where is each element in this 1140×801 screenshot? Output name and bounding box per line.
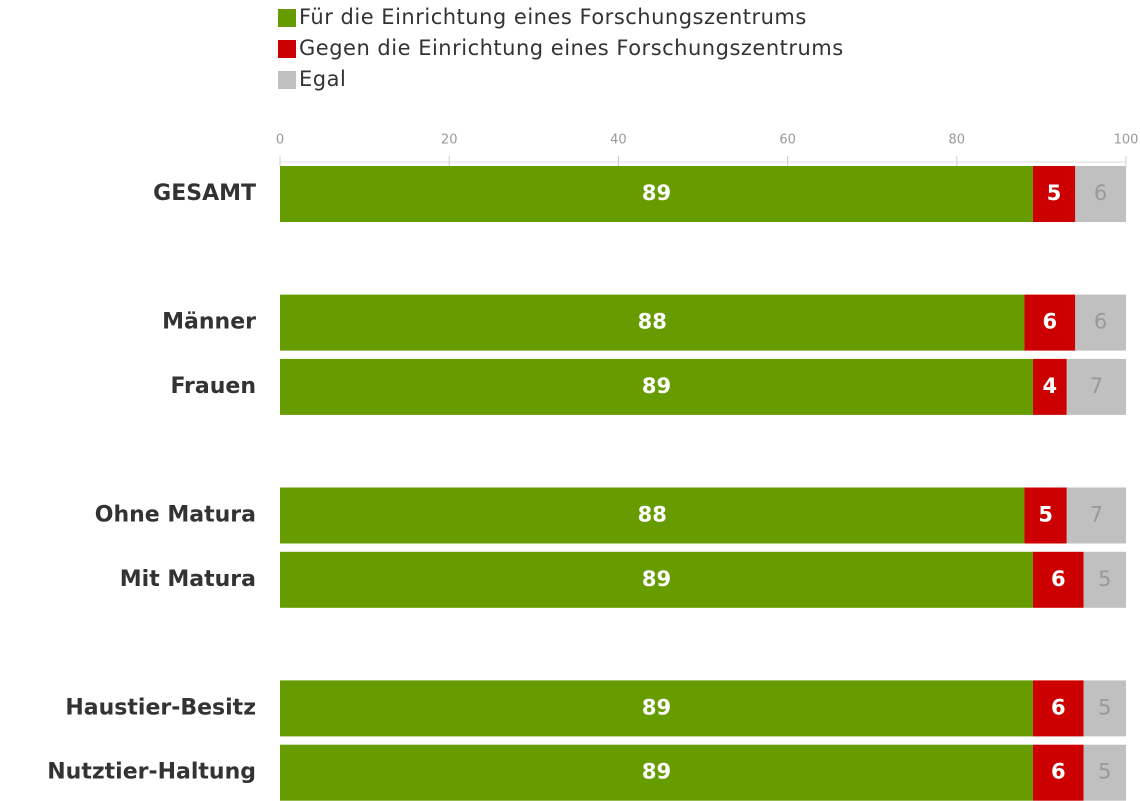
bar-segment — [1032, 358, 1067, 415]
bar-segment — [1066, 358, 1126, 415]
legend-label: Egal — [299, 67, 346, 91]
bar-segment — [280, 358, 1033, 415]
data-label: 4 — [1043, 374, 1058, 398]
category-label: Frauen — [170, 374, 256, 399]
legend-swatch — [278, 71, 296, 89]
data-label: 5 — [1098, 695, 1111, 719]
x-tick-label: 40 — [610, 133, 627, 148]
data-label: 6 — [1051, 695, 1066, 719]
data-label: 5 — [1098, 567, 1111, 591]
data-label: 6 — [1094, 181, 1107, 205]
category-label: Mit Matura — [120, 567, 256, 592]
x-tick-label: 100 — [1114, 133, 1139, 148]
data-label: 6 — [1051, 760, 1066, 784]
bar-segment — [280, 680, 1033, 737]
x-tick-label: 20 — [441, 133, 458, 148]
category-label: Haustier-Besitz — [65, 695, 256, 720]
data-label: 89 — [642, 760, 671, 784]
data-label: 88 — [638, 503, 667, 527]
data-label: 6 — [1051, 567, 1066, 591]
legend-label: Für die Einrichtung eines Forschungszent… — [299, 5, 807, 29]
bar-segment — [1032, 680, 1084, 737]
bar-segment — [1075, 166, 1126, 222]
bar-segment — [1083, 680, 1126, 737]
legend-swatch — [278, 9, 296, 27]
legend-label: Gegen die Einrichtung eines Forschungsze… — [299, 36, 844, 60]
data-label: 5 — [1038, 503, 1053, 527]
bar-segment — [1083, 551, 1126, 608]
category-label: Ohne Matura — [95, 503, 256, 528]
data-label: 6 — [1094, 310, 1107, 334]
x-tick-label: 60 — [779, 133, 796, 148]
bar-segment — [280, 294, 1025, 351]
bar-segment — [1032, 551, 1084, 608]
bar-segment — [1032, 166, 1076, 222]
bar-segment — [1032, 744, 1084, 801]
category-label: GESAMT — [153, 181, 256, 206]
category-label: Nutztier-Haltung — [47, 760, 256, 785]
legend-swatch — [278, 40, 296, 58]
data-label: 89 — [642, 374, 671, 398]
data-label: 89 — [642, 181, 671, 205]
bar-segment — [280, 487, 1025, 544]
category-label: Männer — [162, 310, 256, 335]
bar-segment — [1066, 487, 1126, 544]
x-tick-label: 80 — [949, 133, 966, 148]
data-label: 6 — [1043, 310, 1058, 334]
data-label: 7 — [1090, 503, 1103, 527]
bar-segment — [280, 744, 1033, 801]
bar-segment — [1083, 744, 1126, 801]
bar-segment — [280, 166, 1033, 222]
data-label: 5 — [1098, 760, 1111, 784]
data-label: 88 — [638, 310, 667, 334]
bar-segment — [1024, 487, 1067, 544]
data-label: 7 — [1090, 374, 1103, 398]
data-label: 5 — [1047, 181, 1062, 205]
bar-segment — [1024, 294, 1076, 351]
data-label: 89 — [642, 695, 671, 719]
bar-segment — [280, 551, 1033, 608]
x-tick-label: 0 — [276, 133, 284, 148]
bar-segment — [1075, 294, 1126, 351]
data-label: 89 — [642, 567, 671, 591]
